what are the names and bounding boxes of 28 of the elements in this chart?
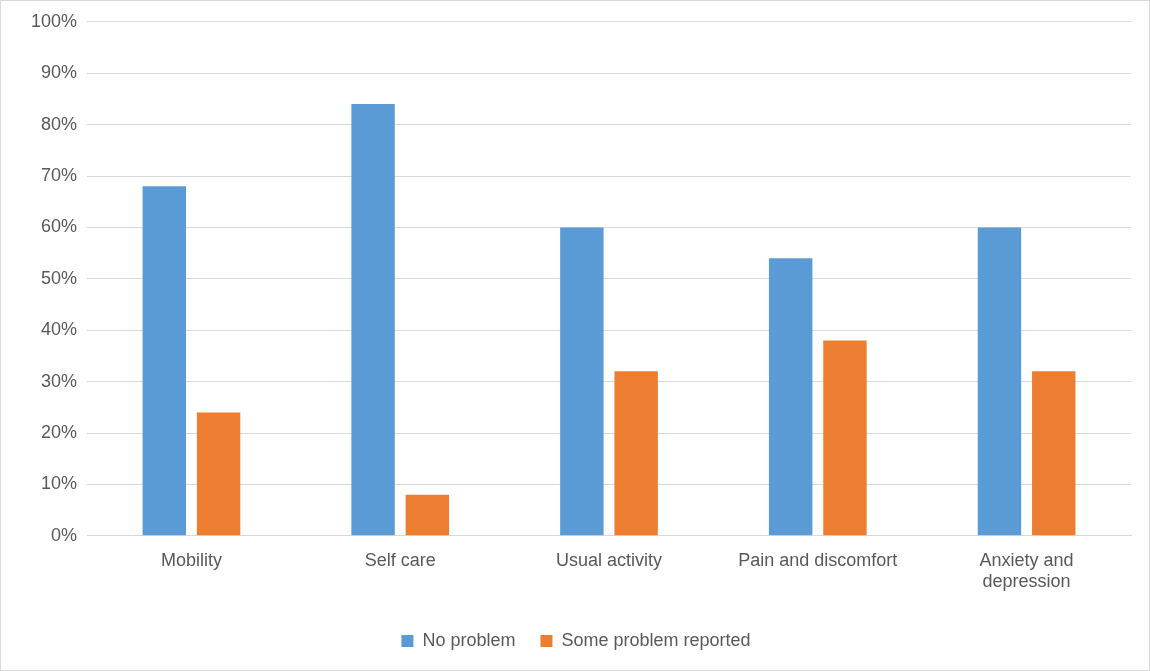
x-tick-label: Self care — [364, 549, 436, 570]
bar — [977, 227, 1022, 536]
y-tick-label: 0% — [51, 524, 78, 545]
y-tick-label: 90% — [41, 62, 78, 83]
bar — [614, 371, 658, 536]
bar — [142, 186, 187, 536]
bar — [560, 227, 604, 536]
y-tick-label: 80% — [41, 113, 78, 134]
y-tick-label: 50% — [41, 267, 78, 288]
legend-label: Some problem reported — [561, 629, 751, 650]
bar — [1032, 371, 1076, 536]
bar — [823, 340, 867, 536]
x-tick-label: Pain and discomfort — [738, 549, 898, 570]
x-tick-label: Anxiety and depression — [979, 549, 1074, 592]
bar — [768, 258, 813, 536]
x-tick-label: Mobility — [160, 549, 222, 570]
y-tick-label: 100% — [30, 10, 78, 31]
legend-label: No problem — [422, 629, 516, 650]
y-tick-label: 20% — [41, 421, 78, 442]
y-tick-label: 60% — [41, 216, 78, 237]
y-tick-label: 40% — [41, 319, 78, 340]
y-tick-label: 30% — [41, 370, 78, 391]
x-tick-label: Usual activity — [556, 549, 663, 570]
bar — [351, 104, 395, 536]
y-tick-label: 10% — [41, 473, 78, 494]
bar — [196, 412, 241, 536]
bar — [405, 494, 450, 536]
y-tick-label: 70% — [41, 164, 78, 185]
